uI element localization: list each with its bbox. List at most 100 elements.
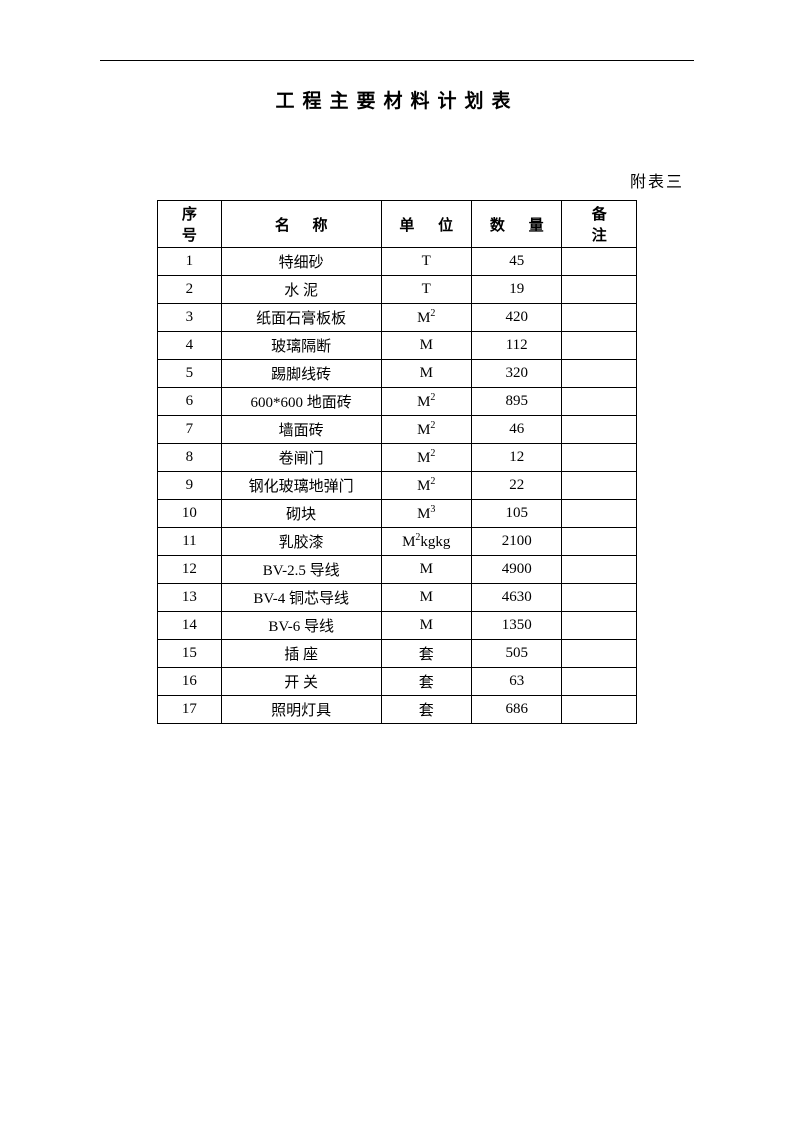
cell-unit: M	[381, 556, 471, 584]
cell-qty: 505	[471, 640, 561, 668]
cell-seq: 4	[158, 332, 222, 360]
table-row: 10砌块M3105	[158, 500, 637, 528]
table-row: 5踢脚线砖M320	[158, 360, 637, 388]
cell-note	[562, 668, 637, 696]
table-row: 12BV-2.5 导线M4900	[158, 556, 637, 584]
cell-unit: M	[381, 360, 471, 388]
cell-note	[562, 332, 637, 360]
cell-seq: 13	[158, 584, 222, 612]
cell-unit: M	[381, 584, 471, 612]
cell-note	[562, 304, 637, 332]
table-row: 11乳胶漆M2kgkg2100	[158, 528, 637, 556]
table-row: 7墙面砖M246	[158, 416, 637, 444]
cell-note	[562, 500, 637, 528]
cell-seq: 16	[158, 668, 222, 696]
cell-unit: M2	[381, 444, 471, 472]
table-row: 6600*600 地面砖M2895	[158, 388, 637, 416]
cell-name: 特细砂	[221, 248, 381, 276]
cell-name: 砌块	[221, 500, 381, 528]
cell-unit: M2kgkg	[381, 528, 471, 556]
col-header-name: 名 称	[221, 201, 381, 248]
cell-note	[562, 584, 637, 612]
cell-name: BV-2.5 导线	[221, 556, 381, 584]
col-header-seq: 序 号	[158, 201, 222, 248]
cell-qty: 895	[471, 388, 561, 416]
cell-seq: 7	[158, 416, 222, 444]
cell-qty: 19	[471, 276, 561, 304]
cell-note	[562, 640, 637, 668]
table-row: 15插 座套505	[158, 640, 637, 668]
table-row: 2水 泥T19	[158, 276, 637, 304]
materials-table: 序 号 名 称 单 位 数 量 备 注 1特细砂T452水 泥T193纸面石膏板…	[157, 200, 637, 724]
cell-seq: 6	[158, 388, 222, 416]
cell-unit: 套	[381, 640, 471, 668]
cell-name: 踢脚线砖	[221, 360, 381, 388]
table-row: 9钢化玻璃地弹门M222	[158, 472, 637, 500]
table-header-row: 序 号 名 称 单 位 数 量 备 注	[158, 201, 637, 248]
cell-qty: 1350	[471, 612, 561, 640]
cell-name: 钢化玻璃地弹门	[221, 472, 381, 500]
cell-qty: 2100	[471, 528, 561, 556]
cell-name: 玻璃隔断	[221, 332, 381, 360]
cell-qty: 112	[471, 332, 561, 360]
cell-unit: M3	[381, 500, 471, 528]
cell-qty: 12	[471, 444, 561, 472]
table-row: 8卷闸门M212	[158, 444, 637, 472]
table-row: 3纸面石膏板板M2420	[158, 304, 637, 332]
cell-note	[562, 388, 637, 416]
cell-seq: 11	[158, 528, 222, 556]
cell-name: 纸面石膏板板	[221, 304, 381, 332]
cell-qty: 45	[471, 248, 561, 276]
cell-qty: 4900	[471, 556, 561, 584]
cell-qty: 105	[471, 500, 561, 528]
cell-name: 墙面砖	[221, 416, 381, 444]
cell-name: BV-4 铜芯导线	[221, 584, 381, 612]
cell-unit: 套	[381, 668, 471, 696]
cell-name: 照明灯具	[221, 696, 381, 724]
cell-seq: 15	[158, 640, 222, 668]
table-row: 4玻璃隔断M112	[158, 332, 637, 360]
cell-qty: 320	[471, 360, 561, 388]
subtitle-label: 附表三	[100, 168, 694, 192]
cell-name: 开 关	[221, 668, 381, 696]
cell-note	[562, 444, 637, 472]
cell-note	[562, 360, 637, 388]
cell-qty: 46	[471, 416, 561, 444]
col-header-note: 备 注	[562, 201, 637, 248]
cell-name: 水 泥	[221, 276, 381, 304]
cell-unit: M2	[381, 304, 471, 332]
cell-unit: M2	[381, 388, 471, 416]
cell-seq: 8	[158, 444, 222, 472]
cell-unit: 套	[381, 696, 471, 724]
page-title: 工程主要材料计划表	[100, 86, 694, 113]
cell-qty: 420	[471, 304, 561, 332]
cell-unit: M2	[381, 472, 471, 500]
cell-seq: 3	[158, 304, 222, 332]
table-row: 1特细砂T45	[158, 248, 637, 276]
cell-seq: 10	[158, 500, 222, 528]
cell-name: BV-6 导线	[221, 612, 381, 640]
cell-note	[562, 556, 637, 584]
cell-name: 插 座	[221, 640, 381, 668]
cell-note	[562, 248, 637, 276]
cell-seq: 14	[158, 612, 222, 640]
cell-unit: T	[381, 248, 471, 276]
cell-note	[562, 472, 637, 500]
cell-note	[562, 276, 637, 304]
cell-note	[562, 528, 637, 556]
cell-note	[562, 696, 637, 724]
cell-name: 卷闸门	[221, 444, 381, 472]
cell-seq: 17	[158, 696, 222, 724]
cell-seq: 12	[158, 556, 222, 584]
cell-note	[562, 416, 637, 444]
table-row: 13BV-4 铜芯导线M4630	[158, 584, 637, 612]
top-rule	[100, 60, 694, 61]
cell-qty: 4630	[471, 584, 561, 612]
cell-name: 乳胶漆	[221, 528, 381, 556]
table-row: 14BV-6 导线M1350	[158, 612, 637, 640]
cell-unit: M2	[381, 416, 471, 444]
cell-seq: 9	[158, 472, 222, 500]
cell-unit: M	[381, 612, 471, 640]
col-header-unit: 单 位	[381, 201, 471, 248]
cell-qty: 686	[471, 696, 561, 724]
